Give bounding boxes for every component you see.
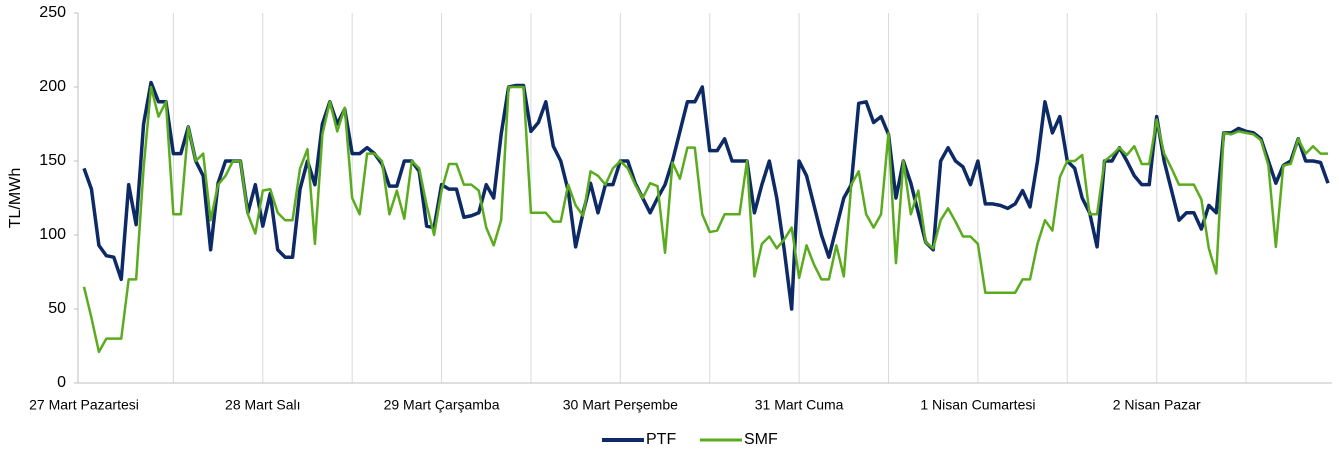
x-tick-label: 29 Mart Çarşamba — [384, 397, 500, 413]
x-tick-label: 28 Mart Salı — [225, 397, 300, 413]
line-series — [82, 85, 1328, 354]
x-tick-label: 31 Mart Cuma — [755, 397, 844, 413]
legend-label: PTF — [646, 431, 676, 448]
x-tick-label: 30 Mart Perşembe — [563, 397, 678, 413]
x-tick-label: 2 Nisan Pazar — [1113, 397, 1201, 413]
legend-label: SMF — [744, 431, 778, 448]
y-axis-label: TL/MWh — [7, 168, 24, 228]
y-tick-label: 50 — [48, 300, 66, 317]
y-tick-label: 250 — [39, 4, 66, 21]
line-series — [82, 80, 1330, 311]
y-tick-label: 0 — [57, 374, 66, 391]
x-tick-label: 27 Mart Pazartesi — [29, 397, 139, 413]
y-tick-label: 200 — [39, 78, 66, 95]
y-tick-label: 150 — [39, 152, 66, 169]
x-tick-label: 1 Nisan Cumartesi — [920, 397, 1035, 413]
y-tick-label: 100 — [39, 226, 66, 243]
